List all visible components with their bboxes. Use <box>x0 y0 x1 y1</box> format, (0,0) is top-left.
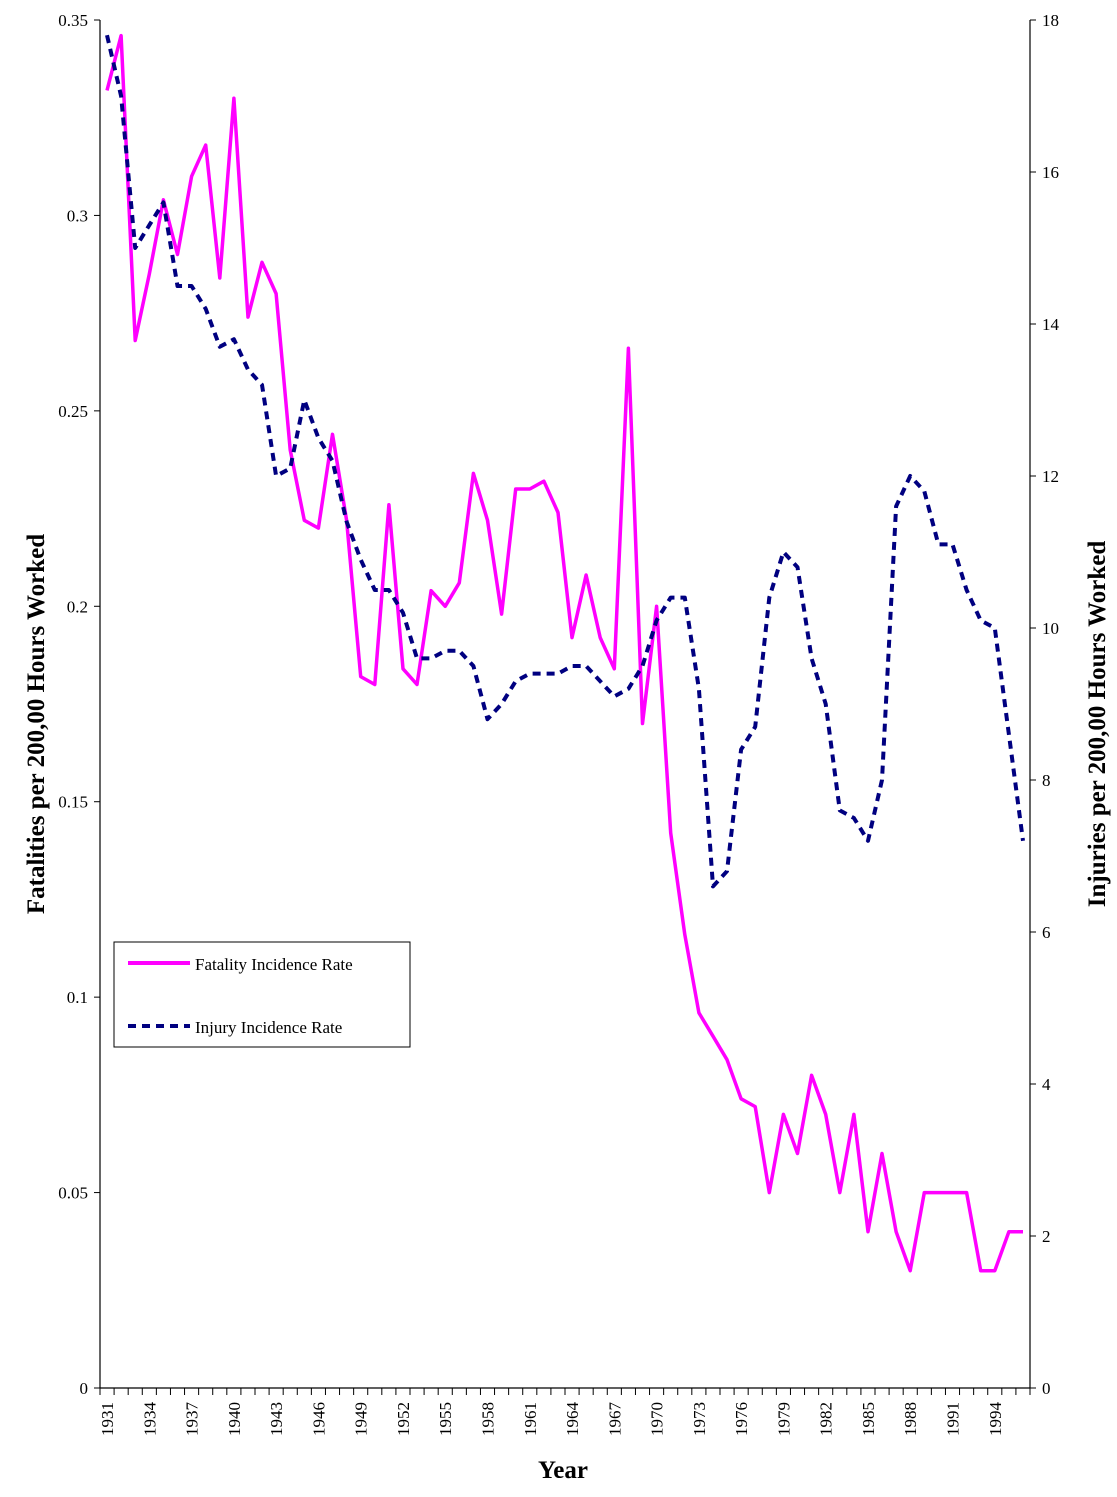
x-axis-title: Year <box>538 1457 588 1484</box>
left-y-tick-label: 0.05 <box>58 1184 88 1203</box>
x-tick-label: 1988 <box>901 1402 920 1436</box>
x-tick-label: 1943 <box>267 1402 286 1436</box>
x-tick-label: 1967 <box>605 1402 624 1437</box>
plot-area <box>99 20 1031 1389</box>
x-tick-label: 1958 <box>479 1402 498 1436</box>
legend-box <box>113 941 411 1048</box>
left-y-tick-label: 0 <box>80 1379 89 1398</box>
right-y-axis-title: Injuries per 200,00 Hours Worked <box>1084 541 1111 908</box>
left-y-tick-label: 0.35 <box>58 11 88 30</box>
right-y-tick-label: 16 <box>1042 163 1059 182</box>
right-y-tick-label: 14 <box>1042 315 1060 334</box>
x-tick-label: 1949 <box>352 1402 371 1436</box>
right-y-tick-label: 12 <box>1042 467 1059 486</box>
x-tick-label: 1973 <box>690 1402 709 1436</box>
right-y-axis: 0 2 4 6 8 10 12 14 16 18 <box>1030 11 1060 1398</box>
x-tick-label: 1964 <box>563 1402 582 1437</box>
left-y-tick-label: 0.2 <box>67 597 88 616</box>
left-y-tick-label: 0.25 <box>58 402 88 421</box>
x-tick-label: 1961 <box>521 1402 540 1436</box>
legend-label-injury: Injury Incidence Rate <box>195 1018 342 1037</box>
left-y-tick-label: 0.3 <box>67 206 88 225</box>
legend: Fatality Incidence Rate Injury Incidence… <box>113 941 411 1048</box>
x-tick-label: 1985 <box>859 1402 878 1436</box>
right-y-tick-label: 18 <box>1042 11 1059 30</box>
x-tick-label: 1946 <box>309 1402 328 1436</box>
right-y-tick-label: 10 <box>1042 619 1059 638</box>
legend-label-fatality: Fatality Incidence Rate <box>195 955 353 974</box>
left-y-tick-label: 0.1 <box>67 988 88 1007</box>
right-y-tick-label: 0 <box>1042 1379 1051 1398</box>
x-tick-label: 1976 <box>732 1402 751 1436</box>
x-tick-label: 1955 <box>436 1402 455 1436</box>
fatality-rate-line <box>105 33 1023 1273</box>
right-y-tick-label: 4 <box>1042 1075 1051 1094</box>
x-tick-label: 1970 <box>648 1402 667 1436</box>
injury-rate-line <box>105 34 1025 889</box>
left-y-axis-title: Fatalities per 200,00 Hours Worked <box>23 534 50 914</box>
right-y-tick-label: 2 <box>1042 1227 1051 1246</box>
left-y-axis: 0 0.05 0.1 0.15 0.2 0.25 0.3 0.35 <box>58 11 100 1398</box>
x-tick-label: 1982 <box>817 1402 836 1436</box>
x-tick-label: 1994 <box>986 1402 1005 1437</box>
series-layer <box>105 33 1025 1273</box>
right-y-tick-label: 6 <box>1042 923 1051 942</box>
right-y-tick-label: 8 <box>1042 771 1051 790</box>
x-tick-label: 1940 <box>225 1402 244 1436</box>
x-tick-label: 1991 <box>944 1402 963 1436</box>
x-tick-label: 1952 <box>394 1402 413 1436</box>
x-tick-label: 1931 <box>98 1402 117 1436</box>
left-y-tick-label: 0.15 <box>58 793 88 812</box>
x-tick-label: 1979 <box>774 1402 793 1436</box>
x-tick-label: 1934 <box>140 1402 159 1437</box>
x-tick-label: 1937 <box>183 1402 202 1437</box>
x-axis: 1931 1934 1937 1940 1943 1946 1949 1952 1955 1958… <box>98 1388 1031 1437</box>
